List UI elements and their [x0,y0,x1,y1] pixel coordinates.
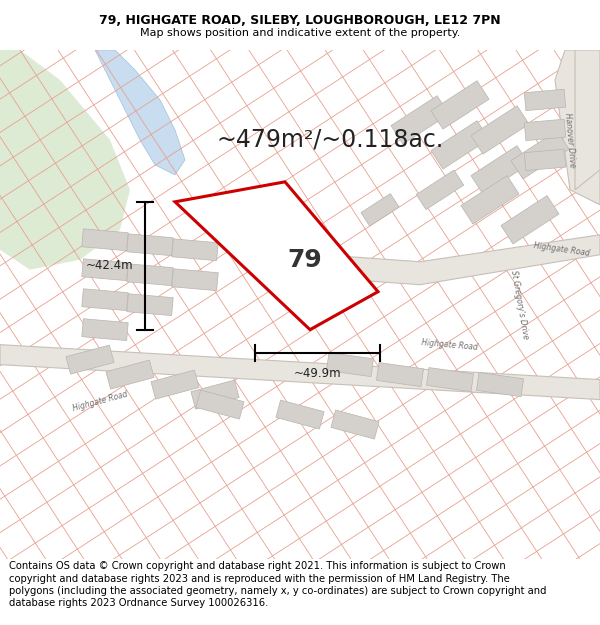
Polygon shape [524,119,566,141]
Polygon shape [416,170,464,209]
Polygon shape [511,131,569,179]
Text: ~42.4m: ~42.4m [85,259,133,272]
Polygon shape [476,372,524,397]
Polygon shape [427,368,473,392]
Text: 79: 79 [287,248,322,272]
Text: ~479m²/~0.118ac.: ~479m²/~0.118ac. [217,128,443,152]
Polygon shape [127,294,173,316]
Text: 79, HIGHGATE ROAD, SILEBY, LOUGHBOROUGH, LE12 7PN: 79, HIGHGATE ROAD, SILEBY, LOUGHBOROUGH,… [99,14,501,27]
Polygon shape [524,149,566,171]
Polygon shape [575,50,600,190]
Text: Highgate Road: Highgate Road [71,390,128,413]
Polygon shape [524,89,566,111]
Polygon shape [471,106,529,154]
Polygon shape [276,400,324,429]
Text: St Gregory's Drive: St Gregory's Drive [509,269,530,340]
Polygon shape [391,96,449,144]
Polygon shape [0,344,600,399]
Text: Map shows position and indicative extent of the property.: Map shows position and indicative extent… [140,28,460,38]
Text: Contains OS data © Crown copyright and database right 2021. This information is : Contains OS data © Crown copyright and d… [9,561,547,609]
Polygon shape [471,146,529,194]
Text: ~49.9m: ~49.9m [293,367,341,379]
Polygon shape [361,194,399,226]
Polygon shape [431,81,489,129]
Polygon shape [196,390,244,419]
Text: Highgate Road: Highgate Road [533,241,590,258]
Polygon shape [555,50,600,205]
Polygon shape [82,229,128,251]
Text: Highgate Road: Highgate Road [421,338,479,352]
Polygon shape [66,345,114,374]
Polygon shape [280,235,600,285]
Polygon shape [172,239,218,261]
Polygon shape [82,259,128,281]
Polygon shape [501,196,559,244]
Polygon shape [326,352,374,377]
Polygon shape [175,182,378,329]
Polygon shape [461,176,519,224]
Polygon shape [0,50,130,270]
Text: Hanover Drive: Hanover Drive [563,112,577,168]
Polygon shape [82,319,128,341]
Polygon shape [376,362,424,387]
Polygon shape [172,269,218,291]
Polygon shape [95,50,185,175]
Polygon shape [106,360,154,389]
Polygon shape [331,410,379,439]
Polygon shape [127,264,173,286]
Polygon shape [127,234,173,256]
Polygon shape [151,370,199,399]
Polygon shape [82,289,128,311]
Polygon shape [191,380,239,409]
Polygon shape [431,121,489,169]
